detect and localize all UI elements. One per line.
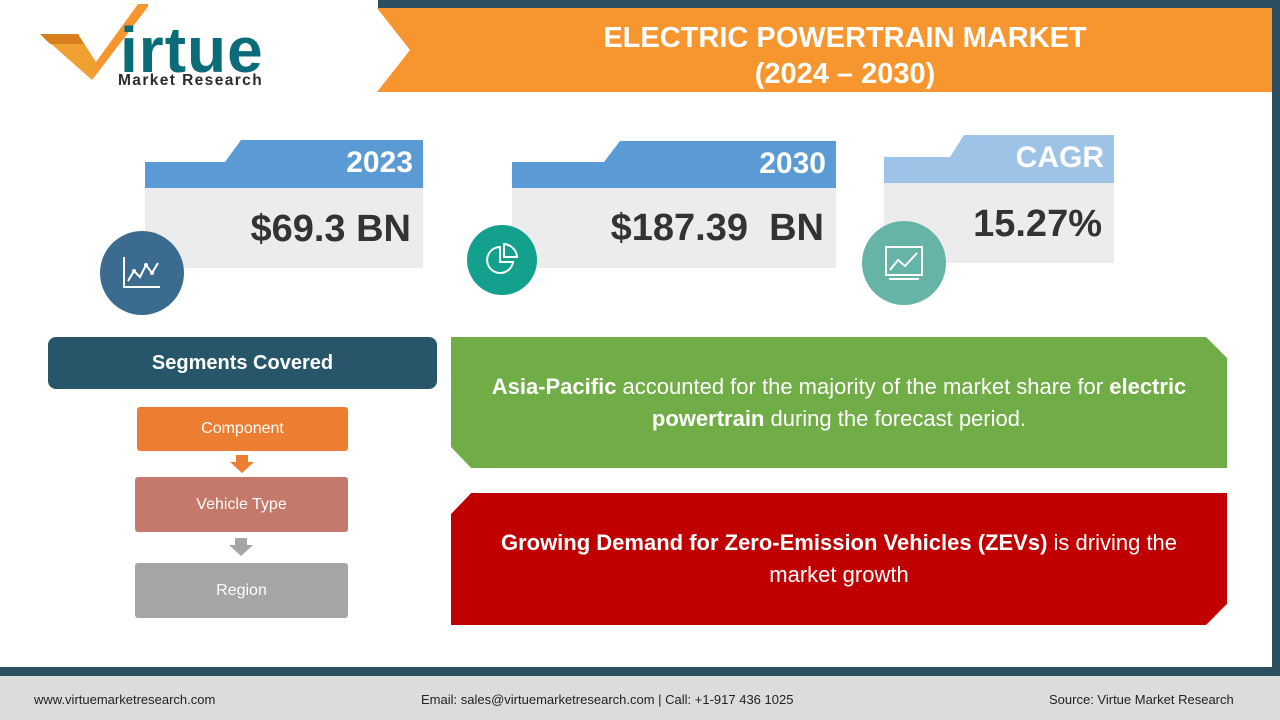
page-title-line1: ELECTRIC POWERTRAIN MARKET (603, 22, 1087, 54)
page-title-line2: (2024 – 2030) (754, 58, 936, 90)
stat-label: CAGR (1015, 141, 1104, 174)
growth-chart-icon (862, 221, 946, 305)
title-band (350, 8, 1272, 92)
insight-panel-driver: Growing Demand for Zero-Emission Vehicle… (451, 493, 1227, 625)
stat-label: 2030 (759, 147, 826, 180)
down-arrow-icon (229, 538, 253, 556)
stat-card-cagr: CAGR 15.27% (884, 135, 1114, 263)
segment-component: Component (137, 407, 348, 451)
insight-text: is driving the market growth (769, 530, 1178, 587)
logo-v-mark-icon (40, 4, 148, 80)
stat-body (512, 188, 836, 268)
stat-value: 15.27% (973, 203, 1102, 245)
segments-header: Segments Covered (48, 337, 437, 389)
logo-wordmark: irtue (120, 14, 264, 86)
footer-website-link[interactable]: www.virtuemarketresearch.com (34, 692, 216, 707)
insight-text: during the forecast period. (764, 405, 1027, 431)
down-arrow-icon (230, 455, 254, 473)
insight-highlight: Asia-Pacific (491, 373, 617, 399)
line-chart-icon (100, 231, 184, 315)
insight-panel-region: Asia-Pacific accounted for the majority … (451, 337, 1227, 468)
virtue-logo[interactable]: irtue Market Research (38, 0, 328, 92)
logo-subtitle: Market Research (118, 72, 264, 89)
insight-highlight: Growing Demand for Zero-Emission Vehicle… (500, 530, 1048, 555)
stat-value: $187.39 BN (610, 207, 824, 249)
segment-region: Region (135, 563, 348, 618)
header-top-bar (378, 0, 1280, 10)
footer: www.virtuemarketresearch.com Email: sale… (0, 676, 1280, 720)
stat-card-2030: 2030 $187.39 BN (512, 141, 836, 268)
pie-chart-icon (467, 225, 537, 295)
footer-top-bar (0, 667, 1280, 676)
segment-vehicle-type: Vehicle Type (135, 477, 348, 532)
right-edge-bar (1272, 0, 1280, 670)
insight-highlight: electric powertrain (651, 373, 1187, 431)
footer-contact[interactable]: Email: sales@virtuemarketresearch.com | … (421, 692, 794, 707)
insight-text: accounted for the majority of the market… (616, 373, 1110, 399)
stat-label: 2023 (346, 146, 413, 179)
stat-body (145, 188, 423, 268)
stat-card-2023: 2023 $69.3 BN (145, 140, 423, 268)
stat-value: $69.3 BN (250, 208, 411, 250)
footer-source: Source: Virtue Market Research (1049, 692, 1234, 707)
page-title: ELECTRIC POWERTRAIN MARKET (2024 – 2030) (420, 20, 1270, 92)
